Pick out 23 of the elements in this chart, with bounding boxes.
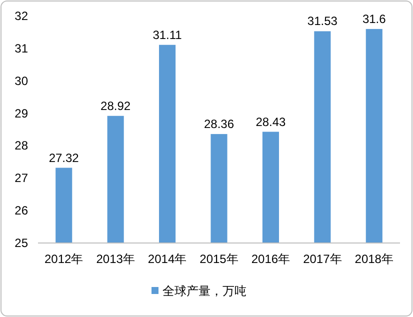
data-label: 28.43 bbox=[256, 114, 286, 129]
y-tick-label: 27 bbox=[14, 171, 28, 186]
x-tick-label: 2015年 bbox=[200, 252, 238, 266]
data-label: 28.92 bbox=[100, 98, 131, 113]
x-tick-label: 2017年 bbox=[303, 252, 342, 266]
legend-label: 全球产量，万吨 bbox=[162, 284, 246, 298]
data-label: 31.11 bbox=[152, 28, 182, 42]
y-tick-label: 31 bbox=[14, 41, 28, 56]
data-label: 31.6 bbox=[362, 12, 386, 26]
data-label: 27.32 bbox=[48, 150, 80, 165]
x-tick-label: 2014年 bbox=[148, 252, 187, 266]
x-tick-label: 2016年 bbox=[251, 252, 290, 266]
y-tick-label: 25 bbox=[14, 236, 28, 250]
y-tick-label: 32 bbox=[14, 9, 28, 23]
y-tick-label: 28 bbox=[14, 138, 28, 153]
y-tick-label: 26 bbox=[14, 204, 28, 218]
y-tick-label: 30 bbox=[14, 74, 28, 88]
data-label: 31.53 bbox=[307, 14, 338, 28]
x-tick-label: 2018年 bbox=[354, 252, 394, 266]
x-tick-label: 2013年 bbox=[96, 252, 135, 266]
x-tick-label: 2012年 bbox=[44, 252, 84, 266]
y-tick-label: 29 bbox=[14, 106, 28, 120]
data-label: 28.36 bbox=[204, 117, 234, 132]
